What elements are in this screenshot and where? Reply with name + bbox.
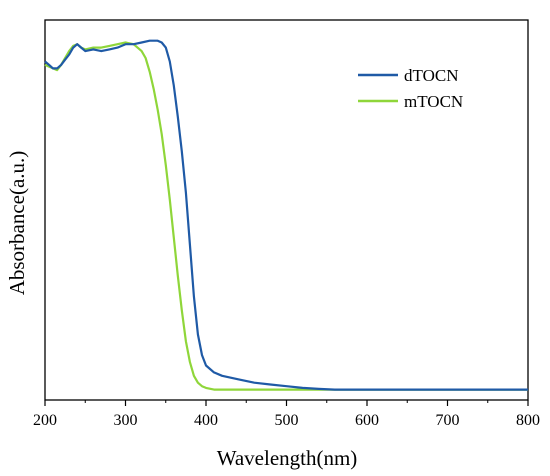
x-tick-label: 600 [355, 412, 379, 429]
legend-label-mtocn: mTOCN [404, 92, 463, 111]
x-tick-label: 300 [114, 412, 138, 429]
y-axis-title: Absorbance(a.u.) [5, 151, 29, 296]
x-tick-label: 700 [436, 412, 460, 429]
x-axis-title: Wavelength(nm) [217, 446, 358, 470]
legend: dTOCN mTOCN [358, 66, 463, 111]
x-tick-label: 800 [516, 412, 540, 429]
x-axis-ticks: 200 300 400 500 600 700 800 [33, 400, 540, 429]
x-tick-label: 400 [194, 412, 218, 429]
series-line-mtocn [44, 41, 528, 391]
x-tick-label: 200 [33, 412, 57, 429]
x-tick-label: 500 [275, 412, 299, 429]
legend-label-dtocn: dTOCN [404, 66, 458, 85]
series-line-dtocn [44, 39, 528, 391]
series-layer [44, 39, 528, 391]
